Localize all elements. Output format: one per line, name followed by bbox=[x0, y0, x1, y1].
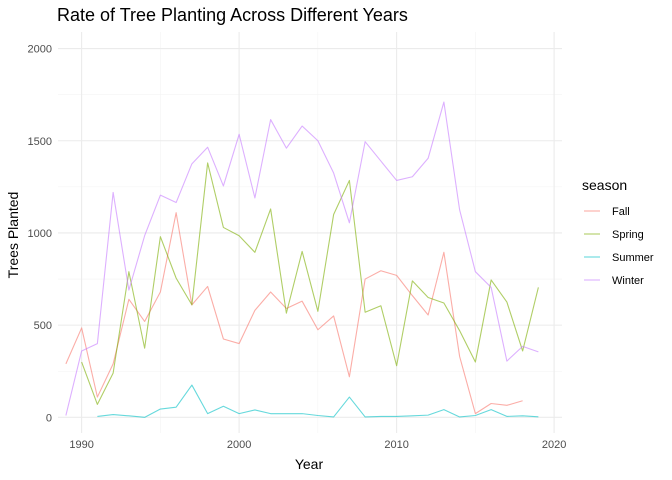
grid bbox=[58, 32, 562, 433]
series-line-fall bbox=[65, 212, 523, 415]
legend-label-fall: Fall bbox=[612, 206, 630, 218]
y-axis-title: Trees Planted bbox=[5, 192, 21, 279]
legend-label-spring: Spring bbox=[612, 229, 644, 241]
series-line-spring bbox=[81, 162, 539, 405]
y-tick-label: 1500 bbox=[28, 136, 52, 148]
series-line-summer bbox=[97, 384, 539, 418]
y-axis-ticks: 0 500 1000 1500 2000 bbox=[28, 44, 52, 425]
legend: season Fall Spring Summer Winter bbox=[582, 177, 654, 290]
y-tick-label: 500 bbox=[34, 320, 52, 332]
x-axis-title: Year bbox=[295, 456, 324, 472]
legend-title: season bbox=[582, 177, 627, 193]
y-tick-label: 1000 bbox=[28, 228, 52, 240]
series-lines bbox=[65, 101, 539, 418]
x-axis-ticks: 1990 2000 2010 2020 bbox=[69, 439, 566, 451]
x-tick-label: 1990 bbox=[69, 439, 93, 451]
series-line-winter bbox=[65, 101, 539, 416]
legend-label-winter: Winter bbox=[612, 275, 644, 287]
x-tick-label: 2000 bbox=[227, 439, 251, 451]
x-tick-label: 2020 bbox=[542, 439, 566, 451]
chart-title: Rate of Tree Planting Across Different Y… bbox=[57, 5, 408, 25]
y-tick-label: 2000 bbox=[28, 44, 52, 56]
y-tick-label: 0 bbox=[46, 412, 52, 424]
x-tick-label: 2010 bbox=[384, 439, 408, 451]
legend-label-summer: Summer bbox=[612, 252, 654, 264]
